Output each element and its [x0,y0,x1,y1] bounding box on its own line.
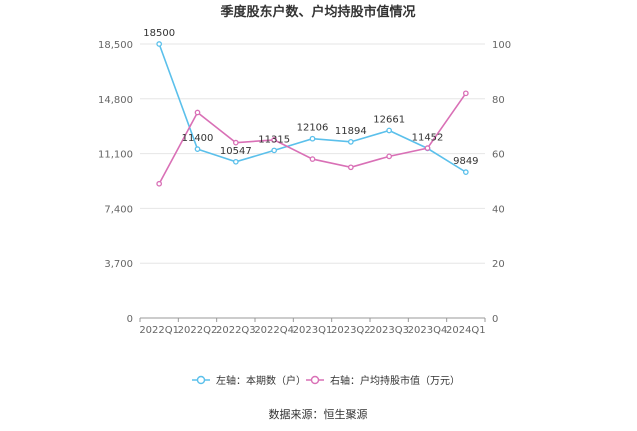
avg-value-point [462,90,469,97]
right-axis-tick-label: 80 [492,95,505,106]
holders-data-label: 12661 [373,114,405,125]
holders-data-label: 9849 [453,156,478,167]
holders-data-label: 12106 [297,123,329,134]
source-note: 数据来源：恒生聚源 [269,407,368,421]
holders-point [232,158,239,165]
holders-data-label: 10547 [220,146,252,157]
holders-point [309,135,316,142]
left-axis-tick-label: 11,100 [98,150,133,161]
x-axis-tick-label: 2023Q2 [331,325,371,336]
holders-data-label: 11894 [335,126,367,137]
holders-data-label: 11315 [258,134,290,145]
x-axis-tick-label: 2022Q1 [139,325,179,336]
holders-data-label: 18500 [143,28,175,39]
avg-value-point [232,139,239,146]
holders-point [347,138,354,145]
left-axis-tick-label: 0 [127,314,133,325]
avg-value-point [271,137,278,143]
series-layer [156,41,469,187]
holders-point [156,41,163,47]
series-line-holders [158,43,467,173]
avg-value-point [386,153,393,160]
right-axis-tick-label: 0 [492,314,498,325]
axis-layer: 0 3,700 7,400 11,100 14,800 18,500 0 20 40 60 80 10… [98,40,511,336]
label-layer: 18500 11400 10547 11315 12106 11894 12661 11452… [143,28,478,167]
legend: 左轴：本期数（户） 右轴：户均持股市值（万元） [192,374,460,387]
legend-label: 左轴：本期数（户） [216,374,306,387]
left-axis-tick-label: 7,400 [104,204,133,215]
x-axis-tick-label: 2023Q4 [408,325,448,336]
right-axis-tick-label: 100 [492,40,511,51]
left-axis-tick-label: 3,700 [104,259,133,270]
legend-swatch-marker [196,375,206,385]
right-axis-tick-label: 40 [492,204,505,215]
avg-value-point [347,164,354,171]
x-axis-tick-label: 2023Q1 [293,325,333,336]
x-axis-tick-label: 2023Q3 [369,325,409,336]
right-axis-tick-label: 20 [492,259,505,270]
x-axis-tick-label: 2022Q3 [216,325,256,336]
legend-label: 右轴：户均持股市值（万元） [330,374,460,387]
left-axis-tick-label: 14,800 [98,95,133,106]
x-axis-tick-label: 2024Q1 [446,325,486,336]
x-axis-tick-label: 2022Q4 [254,325,294,336]
x-axis-tick-label: 2022Q2 [178,325,218,336]
holders-point [271,147,278,154]
avg-value-point [424,145,431,151]
grid-layer [140,43,485,264]
avg-value-point [156,180,163,187]
holders-data-label: 11452 [412,132,444,143]
avg-value-point [194,109,201,116]
holders-point [386,127,393,134]
right-axis-tick-label: 60 [492,150,505,161]
avg-value-point [309,156,316,162]
legend-swatch-marker [310,375,320,385]
holders-point [462,169,469,175]
left-axis-tick-label: 18,500 [98,40,133,51]
holders-point [194,146,201,153]
holders-data-label: 11400 [182,133,214,144]
chart-title: 季度股东户数、户均持股市值情况 [219,4,415,20]
